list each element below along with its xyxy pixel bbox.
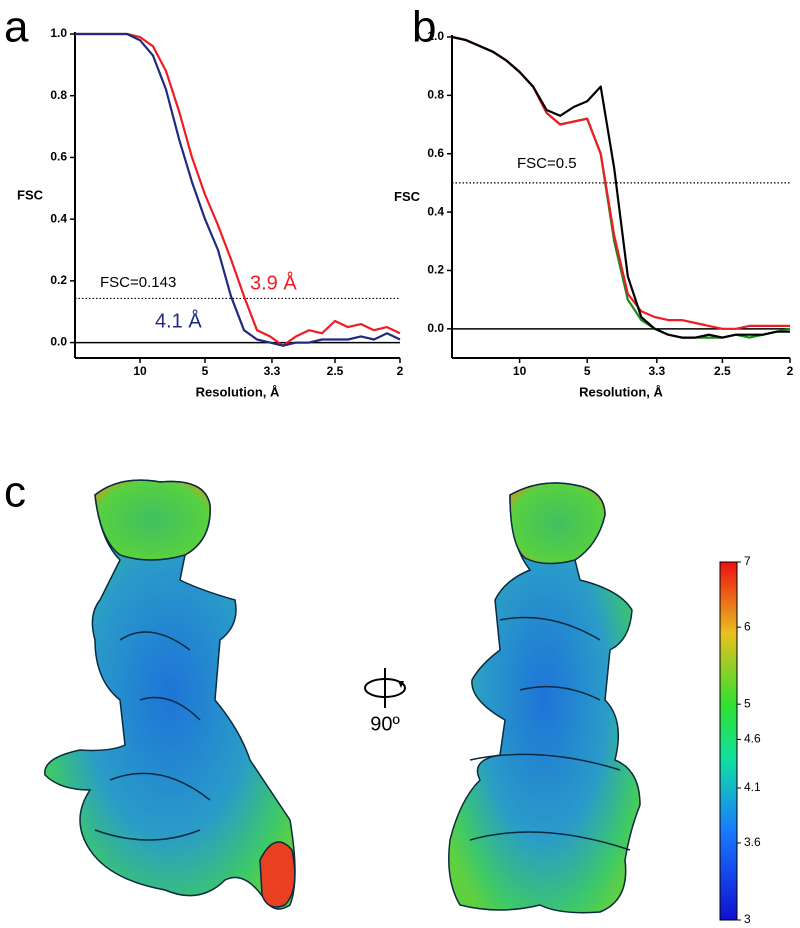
panel-label: a [4, 3, 29, 52]
x-tick-label: 3.3 [264, 364, 281, 378]
series-label: 3.9 Å [250, 271, 297, 294]
density-map-side [448, 482, 641, 914]
y-tick-label: 0.6 [50, 150, 67, 164]
reference-label: FSC=0.5 [517, 155, 577, 172]
y-tick-label: 0.0 [427, 321, 444, 335]
y-tick-label: 1.0 [427, 29, 444, 43]
colorbar-label: 3 [744, 912, 751, 926]
y-axis-title: FSC [394, 189, 421, 204]
rotation-label: 90º [370, 713, 400, 735]
y-axis-title: FSC [17, 187, 44, 202]
y-tick-label: 0.4 [427, 204, 444, 218]
x-tick-label: 2.5 [327, 364, 344, 378]
colorbar [719, 561, 738, 921]
fsc-curve [75, 32, 401, 347]
y-tick-label: 0.0 [50, 335, 67, 349]
y-tick-label: 1.0 [50, 26, 67, 40]
y-tick-label: 0.4 [50, 211, 67, 225]
y-tick-label: 0.6 [427, 146, 444, 160]
x-tick-label: 2 [397, 364, 404, 378]
x-tick-label: 5 [202, 364, 209, 378]
x-axis-title: Resolution, Å [196, 384, 280, 399]
fsc-curve [451, 35, 791, 339]
colorbar-label: 7 [744, 554, 751, 568]
y-tick-label: 0.2 [50, 273, 67, 287]
density-map-front [44, 479, 296, 910]
panel-label: c [4, 468, 26, 517]
y-tick-label: 0.8 [427, 88, 444, 102]
colorbar-label: 3.6 [744, 835, 761, 849]
x-axis-title: Resolution, Å [579, 384, 663, 399]
x-tick-label: 2.5 [714, 364, 731, 378]
y-tick-label: 0.8 [50, 88, 67, 102]
colorbar-label: 6 [744, 619, 751, 633]
reference-label: FSC=0.143 [100, 274, 176, 291]
x-tick-label: 5 [584, 364, 591, 378]
rotation-icon [364, 668, 406, 708]
colorbar-label: 5 [744, 696, 751, 710]
panel-label: b [412, 3, 436, 52]
x-tick-label: 10 [133, 364, 147, 378]
colorbar-label: 4.6 [744, 732, 761, 746]
colorbar-label: 4.1 [744, 780, 761, 794]
series-label: 4.1 Å [155, 309, 202, 332]
y-tick-label: 0.2 [427, 263, 444, 277]
fsc-curve [451, 35, 790, 339]
x-tick-label: 10 [513, 364, 527, 378]
x-tick-label: 2 [787, 364, 794, 378]
x-tick-label: 3.3 [648, 364, 665, 378]
